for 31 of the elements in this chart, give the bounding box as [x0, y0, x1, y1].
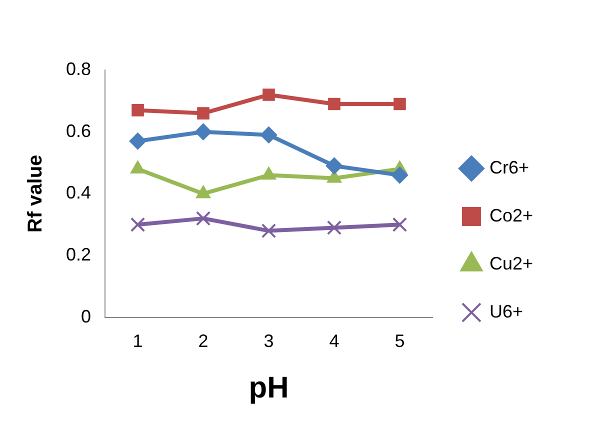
point [129, 132, 146, 150]
y-axis-title: Rf value [24, 154, 47, 233]
point [130, 217, 146, 232]
point [394, 98, 406, 110]
legend-label: U6+ [489, 301, 523, 322]
point [391, 166, 408, 184]
point [132, 104, 144, 116]
x-tick-label: 4 [329, 331, 340, 352]
point [326, 220, 342, 236]
point [392, 217, 408, 232]
point [260, 126, 278, 144]
y-tick-label: 0.4 [66, 182, 92, 203]
point [326, 157, 343, 174]
y-tick-label: 0.6 [66, 120, 92, 141]
x-tick-label: 2 [198, 331, 208, 352]
legend-label: Cr6+ [489, 157, 529, 178]
x-tick-label: 5 [394, 331, 405, 352]
point [261, 223, 276, 238]
x-tick-label: 3 [264, 331, 274, 352]
y-tick-label: 0.8 [66, 58, 92, 79]
x-tick-label: 1 [132, 331, 143, 352]
point [328, 98, 340, 110]
point [196, 211, 211, 226]
legend-label: Cu2+ [489, 253, 534, 274]
x-axis-title: pH [248, 371, 289, 404]
y-tick-label: 0.2 [66, 244, 92, 265]
point [194, 123, 212, 140]
y-tick-label: 0 [81, 306, 92, 326]
point [197, 107, 210, 120]
point [262, 88, 275, 101]
legend-label: Co2+ [489, 205, 534, 226]
